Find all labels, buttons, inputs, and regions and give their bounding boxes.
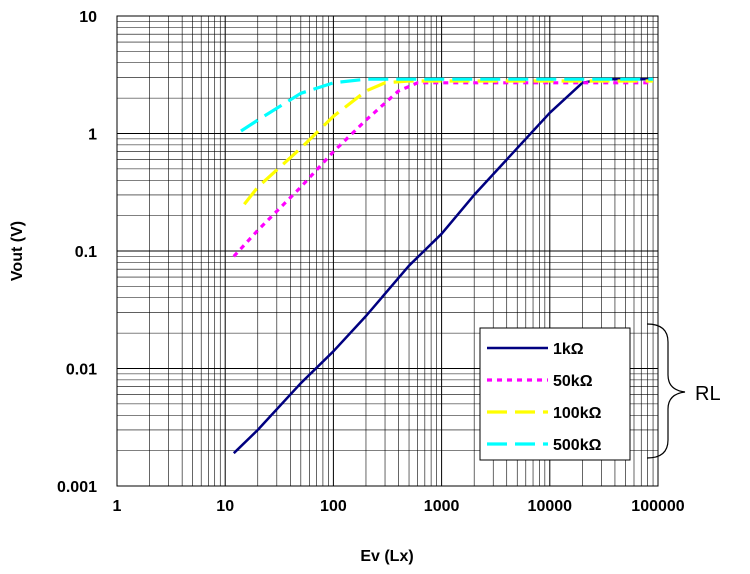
y-axis-title: Vout (V): [9, 221, 26, 281]
x-tick-label: 100000: [631, 498, 684, 515]
y-tick-label: 1: [88, 127, 97, 144]
x-tick-labels: 1 10 100 1000 10000 100000: [113, 498, 685, 515]
x-tick-label: 1: [113, 498, 122, 515]
plot-area-border: [116, 15, 659, 487]
y-tick-labels: 0.001 0.01 0.1 1 10: [57, 9, 97, 496]
x-tick-label: 10000: [528, 498, 573, 515]
legend: 1kΩ 50kΩ 100kΩ 500kΩ: [479, 327, 631, 461]
x-tick-label: 100: [320, 498, 347, 515]
legend-box: [479, 327, 631, 461]
series-line-4: [240, 77, 653, 133]
y-tick-label: 0.1: [75, 244, 97, 261]
y-tick-label: 10: [79, 9, 97, 26]
rl-annotation: RL: [646, 323, 721, 459]
x-tick-label: 1000: [424, 498, 460, 515]
legend-label: 500kΩ: [553, 437, 602, 454]
series-lines: [232, 77, 653, 455]
legend-label: 1kΩ: [553, 341, 584, 358]
series-line-2: [232, 81, 653, 258]
x-axis-title: Ev (Lx): [360, 548, 413, 565]
series-line-3: [243, 79, 653, 206]
rl-label: RL: [695, 383, 721, 405]
x-tick-label: 10: [216, 498, 234, 515]
rl-brace: [646, 323, 686, 459]
legend-label: 50kΩ: [553, 373, 593, 390]
y-tick-label: 0.001: [57, 479, 97, 496]
legend-label: 100kΩ: [553, 405, 602, 422]
y-tick-label: 0.01: [66, 362, 97, 379]
